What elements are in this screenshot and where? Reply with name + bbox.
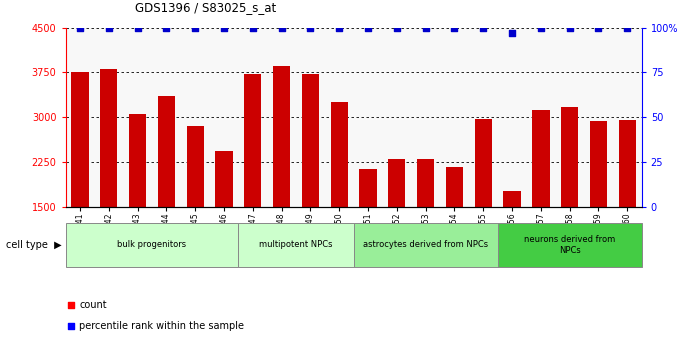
FancyBboxPatch shape <box>239 223 353 267</box>
Bar <box>590 121 607 207</box>
Text: cell type  ▶: cell type ▶ <box>6 240 62 250</box>
Bar <box>532 110 549 207</box>
Text: multipotent NPCs: multipotent NPCs <box>259 240 333 249</box>
Point <box>477 25 489 30</box>
Bar <box>244 74 262 207</box>
Bar <box>158 96 175 207</box>
Text: count: count <box>79 300 107 310</box>
Point <box>593 25 604 30</box>
Point <box>334 25 345 30</box>
Bar <box>100 69 117 207</box>
Point <box>132 25 143 30</box>
FancyBboxPatch shape <box>497 223 642 267</box>
Bar <box>504 191 521 207</box>
Bar <box>417 159 434 207</box>
Bar <box>331 102 348 207</box>
Bar <box>561 107 578 207</box>
Text: neurons derived from
NPCs: neurons derived from NPCs <box>524 235 615 255</box>
Bar <box>388 159 406 207</box>
Point <box>449 25 460 30</box>
Point <box>622 25 633 30</box>
Point <box>247 25 258 30</box>
Point <box>65 302 76 308</box>
Point <box>362 25 373 30</box>
Bar <box>446 167 463 207</box>
Bar <box>215 151 233 207</box>
Point <box>564 25 575 30</box>
Bar <box>302 74 319 207</box>
FancyBboxPatch shape <box>353 223 497 267</box>
Bar <box>71 72 88 207</box>
Text: astrocytes derived from NPCs: astrocytes derived from NPCs <box>363 240 489 249</box>
Bar <box>619 120 636 207</box>
FancyBboxPatch shape <box>66 223 239 267</box>
Bar <box>129 114 146 207</box>
Point <box>219 25 230 30</box>
Bar <box>273 67 290 207</box>
Point <box>161 25 172 30</box>
Point <box>420 25 431 30</box>
Point <box>391 25 402 30</box>
Text: percentile rank within the sample: percentile rank within the sample <box>79 321 244 331</box>
Point <box>104 25 115 30</box>
Text: GDS1396 / S83025_s_at: GDS1396 / S83025_s_at <box>135 1 276 14</box>
Point <box>190 25 201 30</box>
Point <box>75 25 86 30</box>
Point <box>65 323 76 328</box>
Point <box>535 25 546 30</box>
Point <box>305 25 316 30</box>
Text: bulk progenitors: bulk progenitors <box>117 240 186 249</box>
Bar <box>475 119 492 207</box>
Point <box>276 25 287 30</box>
Bar <box>359 169 377 207</box>
Point <box>506 30 518 36</box>
Bar <box>186 126 204 207</box>
